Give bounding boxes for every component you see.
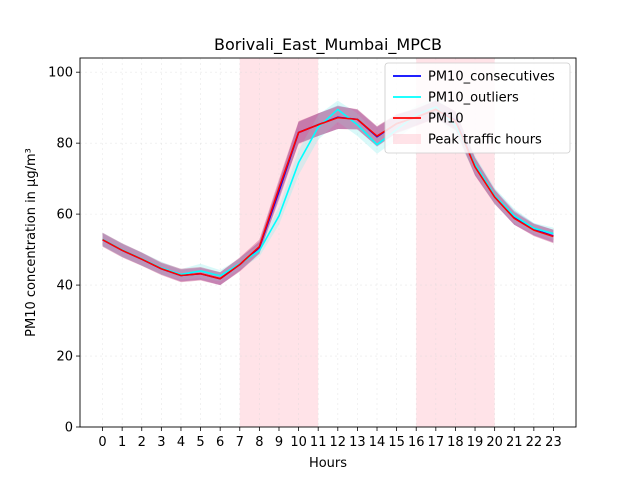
x-tick-label-6: 6 [216, 435, 224, 450]
legend: PM10_consecutives PM10_outliers PM10 Peak t… [384, 62, 571, 154]
legend-box [384, 62, 571, 154]
x-tick-label-16: 16 [408, 435, 425, 450]
y-tick-label-1: 20 [56, 350, 73, 365]
legend-label-0: PM10_consecutives [428, 70, 555, 85]
x-tick-label-15: 15 [388, 435, 405, 450]
x-tick-label-7: 7 [236, 435, 244, 450]
y-tick-label-3: 60 [56, 208, 73, 223]
x-tick-label-3: 3 [157, 435, 165, 450]
chart-title: Borivali_East_Mumbai_MPCB [214, 35, 442, 55]
band-1 [102, 97, 554, 282]
x-tick-label-14: 14 [369, 435, 386, 450]
x-tick-label-5: 5 [196, 435, 204, 450]
y-tick-label-4: 80 [56, 137, 73, 152]
x-tick-label-9: 9 [275, 435, 283, 450]
legend-label-1: PM10_outliers [428, 91, 519, 106]
x-tick-label-23: 23 [545, 435, 562, 450]
x-tick-label-2: 2 [138, 435, 146, 450]
legend-label-2: PM10 [428, 112, 464, 127]
x-tick-label-10: 10 [290, 435, 307, 450]
x-tick-label-11: 11 [310, 435, 327, 450]
y-tick-label-5: 100 [48, 66, 73, 81]
x-tick-label-22: 22 [526, 435, 543, 450]
x-tick-label-12: 12 [330, 435, 347, 450]
x-tick-label-1: 1 [118, 435, 126, 450]
y-tick-label-0: 0 [65, 421, 73, 436]
y-tick-label-2: 40 [56, 279, 73, 294]
legend-label-3: Peak traffic hours [428, 133, 542, 148]
axes-frame [79, 57, 577, 428]
x-tick-label-19: 19 [467, 435, 484, 450]
series-line-2 [102, 108, 554, 280]
x-tick-label-13: 13 [349, 435, 366, 450]
band-0 [102, 100, 554, 286]
x-tick-label-18: 18 [447, 435, 464, 450]
series-line-1 [102, 106, 554, 277]
x-tick-label-20: 20 [486, 435, 503, 450]
legend-swatch-3 [393, 134, 421, 144]
x-axis-title: Hours [309, 456, 347, 471]
x-tick-label-0: 0 [98, 435, 106, 450]
x-tick-label-17: 17 [428, 435, 445, 450]
y-axis-title: PM10 concentration in µg/m³ [24, 148, 39, 337]
x-tick-label-21: 21 [506, 435, 523, 450]
x-tick-label-4: 4 [177, 435, 185, 450]
band-2 [102, 100, 554, 286]
x-tick-label-8: 8 [255, 435, 263, 450]
